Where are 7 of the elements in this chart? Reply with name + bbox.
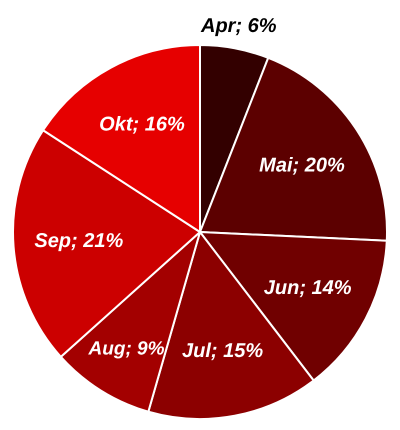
slice-label: Okt; 16% [99,114,185,136]
slice-label: Mai; 20% [259,154,345,176]
slice-label: Jun; 14% [264,276,352,299]
slice-label: Aug; 9% [88,338,165,360]
slice-label: Sep; 21% [34,230,124,252]
slice-label: Jul; 15% [182,340,264,362]
slice-label: Apr; 6% [200,15,277,38]
